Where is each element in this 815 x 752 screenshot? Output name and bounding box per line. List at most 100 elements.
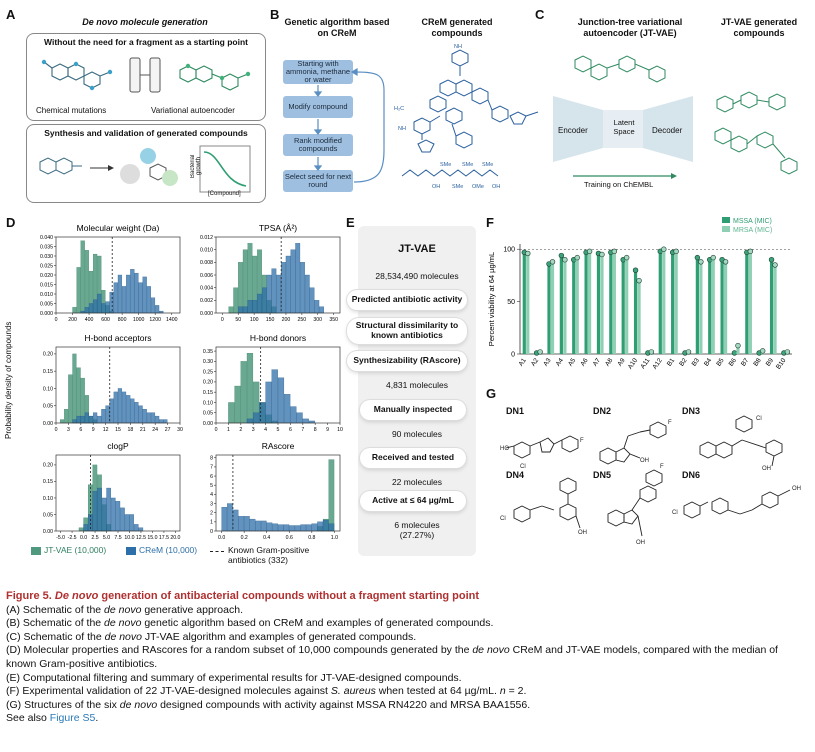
dn2-structure bbox=[599, 421, 667, 465]
caption-d: (D) Molecular properties and RAscores fo… bbox=[6, 644, 778, 670]
svg-text:H₂C: H₂C bbox=[394, 106, 404, 112]
y-tick-label: 8 bbox=[210, 456, 213, 462]
x-tick-label: 7 bbox=[301, 427, 304, 433]
histogram-title: clogP bbox=[107, 441, 129, 451]
x-tick-label: 50 bbox=[235, 317, 241, 323]
dn-structures: HO F Cl OH F Cl OH Cl OH F OH Cl OH bbox=[500, 415, 801, 546]
replicate-point bbox=[574, 254, 580, 261]
jtvae-bar bbox=[80, 240, 85, 314]
histogram-2: TPSA (Å²) 0 50 100 150 200 250 300 350 0.000 0.002… bbox=[200, 223, 341, 323]
vae-caption: Variational autoencoder bbox=[151, 106, 235, 115]
y-tick-label: 0.012 bbox=[200, 235, 213, 241]
crem-bar bbox=[253, 412, 260, 424]
y-tick-label: 0 bbox=[210, 529, 213, 535]
histogram-title: TPSA (Å²) bbox=[259, 223, 297, 233]
crem-bar bbox=[129, 514, 134, 532]
jtvae-output-molecules bbox=[714, 91, 798, 175]
jtvae-bar bbox=[328, 459, 335, 532]
x-tick-label: B4 bbox=[703, 357, 714, 368]
bar-mssa bbox=[547, 263, 551, 354]
svg-text:SMe: SMe bbox=[482, 162, 493, 168]
x-tick-label: 8 bbox=[314, 427, 317, 433]
x-tick-label: A9 bbox=[616, 357, 627, 368]
bar-mssa bbox=[769, 259, 774, 354]
histogram-title: H-bond donors bbox=[250, 333, 306, 343]
replicate-point bbox=[772, 262, 778, 268]
crem-bar bbox=[296, 412, 303, 424]
viability-plot: MSSA (MIC) MRSA (MIC) Percent viability at… bbox=[487, 217, 792, 371]
legend-jtvae-swatch bbox=[31, 547, 41, 555]
x-tick-label: B8 bbox=[752, 357, 763, 368]
step-predicted-activity: Predicted antibiotic activity bbox=[347, 290, 467, 310]
crem-bar bbox=[302, 418, 309, 424]
crem-generated-structures: H₂C NH NH SMe SMe SMe OH SMe OMe OH bbox=[394, 44, 539, 190]
crem-bar bbox=[289, 525, 295, 532]
bar-mrsa bbox=[600, 254, 604, 354]
crem-bar bbox=[309, 287, 315, 314]
replicate-point bbox=[698, 259, 704, 265]
bar-mrsa bbox=[736, 345, 740, 354]
crem-bar bbox=[121, 391, 127, 424]
crem-bar bbox=[232, 509, 239, 532]
jtvae-bar bbox=[76, 267, 81, 314]
replicate-point bbox=[759, 348, 766, 354]
crem-bar bbox=[97, 293, 102, 314]
replicate-point bbox=[722, 259, 729, 265]
crem-bar bbox=[271, 268, 277, 314]
y-tick-label: 6 bbox=[210, 474, 213, 480]
x-tick-label: 300 bbox=[313, 317, 322, 323]
count-4831: 4,831 molecules bbox=[386, 380, 448, 390]
svg-text:NH: NH bbox=[398, 126, 406, 132]
x-tick-label: 18 bbox=[128, 427, 134, 433]
panel-a-validation-illustration bbox=[39, 145, 251, 193]
replicate-point bbox=[661, 246, 667, 252]
x-tick-label: 0 bbox=[215, 427, 218, 433]
crem-bar bbox=[138, 282, 143, 314]
y-tick-label: 0.15 bbox=[43, 369, 53, 375]
x-tick-label: 0 bbox=[55, 427, 58, 433]
crem-bar bbox=[317, 521, 323, 532]
dn5-structure bbox=[607, 469, 663, 537]
crem-bar bbox=[252, 300, 258, 314]
crem-bar bbox=[272, 523, 278, 532]
panel-d-label: D bbox=[6, 215, 16, 230]
figure-s5-link[interactable]: Figure S5 bbox=[49, 712, 96, 725]
x-tick-label: 21 bbox=[140, 427, 146, 433]
svg-text:F: F bbox=[668, 420, 672, 426]
count-90: 90 molecules bbox=[391, 429, 443, 439]
jtvae-bar bbox=[59, 419, 65, 424]
x-tick-label: 0.0 bbox=[80, 535, 87, 541]
crem-bar bbox=[328, 523, 335, 532]
x-tick-label: 250 bbox=[298, 317, 307, 323]
x-tick-label: 30 bbox=[177, 427, 183, 433]
crem-bar bbox=[150, 297, 156, 314]
legend-crem-swatch bbox=[126, 547, 136, 555]
replicate-point bbox=[673, 248, 679, 255]
crem-bar bbox=[109, 398, 114, 424]
replicate-point bbox=[710, 254, 716, 261]
svg-text:F: F bbox=[580, 438, 584, 444]
y-tick-label: 0.035 bbox=[40, 244, 53, 250]
crem-bar bbox=[255, 520, 261, 532]
x-tick-label: 20.0 bbox=[170, 535, 180, 541]
panel-a-box1-title: Without the need for a fragment as a sta… bbox=[44, 37, 248, 47]
replicate-point bbox=[562, 257, 568, 263]
dn1-structure bbox=[505, 435, 579, 459]
x-tick-label: 200 bbox=[282, 317, 291, 323]
crem-bar bbox=[290, 406, 297, 424]
caption-b: (B) Schematic of the de novo genetic alg… bbox=[6, 617, 494, 630]
crem-bar bbox=[285, 255, 291, 314]
crem-bar bbox=[124, 514, 130, 532]
x-tick-label: 27 bbox=[165, 427, 171, 433]
panel-c-title: Junction-tree variational autoencoder (J… bbox=[577, 17, 683, 38]
crem-bar bbox=[142, 409, 147, 424]
crem-bar bbox=[319, 306, 324, 314]
x-tick-label: 150 bbox=[266, 317, 275, 323]
x-tick-label: A3 bbox=[542, 357, 553, 368]
count-22: 22 molecules bbox=[391, 477, 443, 487]
bar-mrsa bbox=[612, 251, 616, 354]
bar-mrsa bbox=[637, 280, 641, 354]
crem-bar bbox=[142, 276, 147, 314]
y-tick-label: 0.004 bbox=[200, 285, 213, 291]
bar-mrsa bbox=[699, 261, 703, 354]
